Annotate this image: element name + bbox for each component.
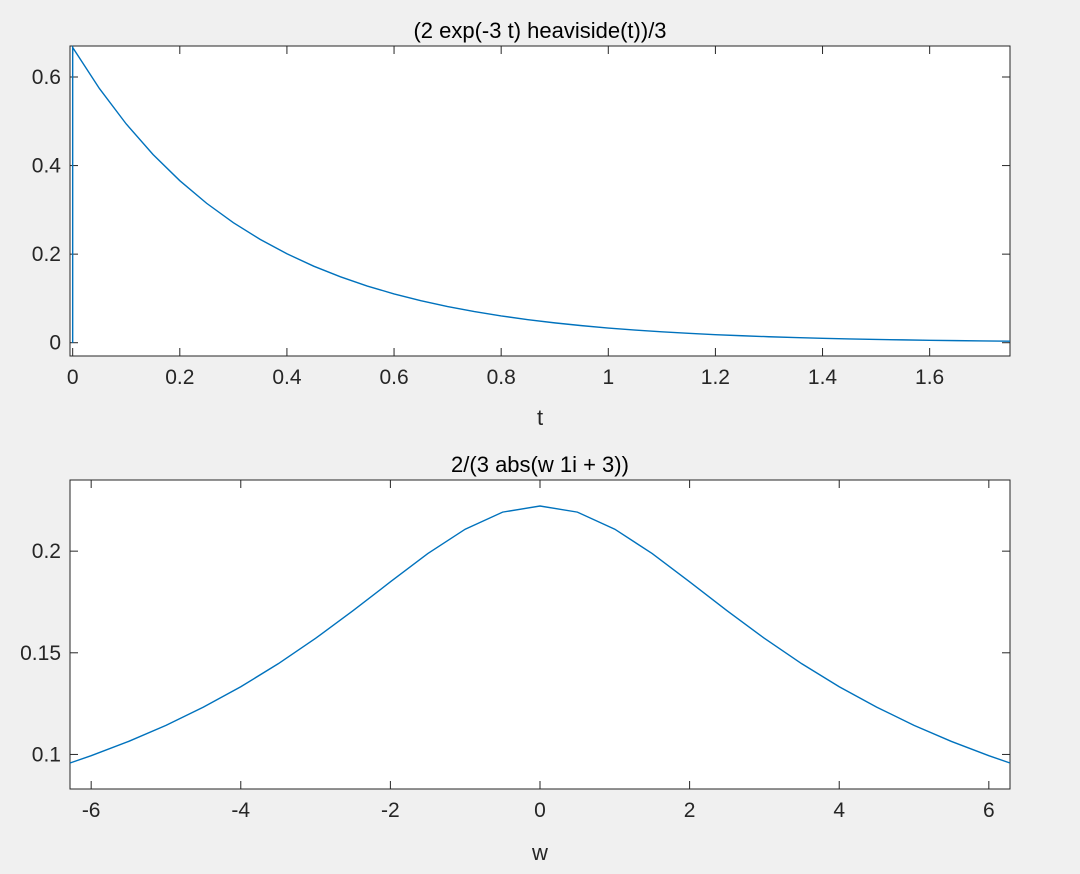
ticks-frequency: -6 -4 -2 0 2 4 6 0.1 0.15 0.2 — [20, 480, 1010, 822]
x-tick-label-frequency: 6 — [983, 799, 995, 822]
y-tick-label-frequency: 0.2 — [32, 540, 61, 563]
x-tick-label-frequency: -4 — [231, 799, 250, 822]
subplot-time-domain: (2 exp(-3 t) heaviside(t))/3 0 0.2 0.4 0.6 0… — [32, 18, 1011, 430]
y-tick-label-time: 0.4 — [32, 155, 62, 178]
x-tick-label-frequency: 2 — [684, 799, 696, 822]
chart-title-frequency: 2/(3 abs(w 1i + 3)) — [451, 452, 629, 477]
x-tick-label-frequency: -2 — [381, 799, 400, 822]
series-line-frequency — [69, 505, 1011, 764]
y-tick-label-frequency: 0.15 — [20, 642, 61, 665]
x-tick-label-frequency: -6 — [82, 799, 101, 822]
x-tick-label-time: 0.2 — [165, 366, 194, 389]
x-tick-label-time: 0.4 — [272, 366, 302, 389]
y-tick-label-time: 0 — [49, 332, 61, 355]
x-tick-label-frequency: 4 — [833, 799, 845, 822]
x-tick-label-time: 1.4 — [808, 366, 838, 389]
chart-title-time: (2 exp(-3 t) heaviside(t))/3 — [413, 18, 666, 43]
x-axis-label-time: t — [537, 405, 543, 430]
ticks-time: 0 0.2 0.4 0.6 0.8 1 1.2 1.4 1.6 0 0.2 0.4 0.6 — [32, 46, 1010, 389]
series-line-time — [71, 45, 1011, 343]
x-tick-label-time: 0.6 — [379, 366, 408, 389]
x-tick-label-time: 1 — [602, 366, 614, 389]
series-time — [71, 45, 1011, 343]
x-axis-label-frequency: w — [531, 840, 548, 865]
x-tick-label-time: 1.6 — [915, 366, 944, 389]
y-tick-label-time: 0.6 — [32, 66, 61, 89]
plot-area-time — [69, 45, 1011, 357]
y-tick-label-time: 0.2 — [32, 243, 61, 266]
subplot-frequency-domain: 2/(3 abs(w 1i + 3)) -6 -4 -2 0 2 4 6 0.1 0.15 0.2… — [20, 452, 1011, 865]
series-frequency — [69, 505, 1011, 764]
y-tick-label-frequency: 0.1 — [32, 743, 61, 766]
x-tick-label-time: 0 — [67, 366, 79, 389]
x-tick-label-time: 0.8 — [487, 366, 516, 389]
plot-area-frequency — [69, 479, 1011, 790]
x-tick-label-time: 1.2 — [701, 366, 730, 389]
x-tick-label-frequency: 0 — [534, 799, 546, 822]
